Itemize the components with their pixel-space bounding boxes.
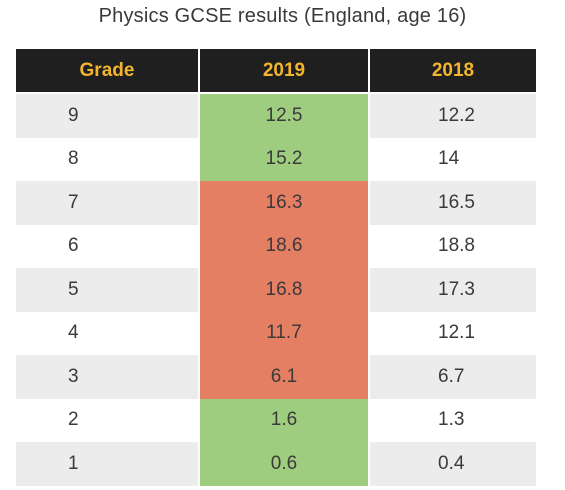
grade-cell: 3 <box>16 355 198 399</box>
value-2018-cell: 18.8 <box>370 224 536 268</box>
table-row: 6 18.6 18.8 <box>16 224 536 268</box>
value-2018-cell: 0.4 <box>370 442 536 486</box>
value-2019-cell: 15.2 <box>198 137 370 181</box>
value-2019-cell: 11.7 <box>198 311 370 355</box>
table-row: 5 16.8 17.3 <box>16 268 536 312</box>
header-row: Grade 2019 2018 <box>16 49 536 94</box>
table-row: 9 12.5 12.2 <box>16 94 536 138</box>
grade-cell: 1 <box>16 442 198 486</box>
value-2018-cell: 16.5 <box>370 181 536 225</box>
value-2019-cell: 6.1 <box>198 355 370 399</box>
value-2019-cell: 1.6 <box>198 398 370 442</box>
value-2019-cell: 18.6 <box>198 224 370 268</box>
value-2018-cell: 6.7 <box>370 355 536 399</box>
results-table: Grade 2019 2018 9 12.5 12.2 8 15.2 14 7 16.3 16.… <box>16 49 536 486</box>
table-row: 4 11.7 12.1 <box>16 311 536 355</box>
value-2018-cell: 14 <box>370 137 536 181</box>
table-row: 2 1.6 1.3 <box>16 398 536 442</box>
grade-cell: 4 <box>16 311 198 355</box>
value-2018-cell: 1.3 <box>370 398 536 442</box>
value-2019-cell: 16.3 <box>198 181 370 225</box>
value-2019-cell: 0.6 <box>198 442 370 486</box>
grade-cell: 2 <box>16 398 198 442</box>
table-row: 3 6.1 6.7 <box>16 355 536 399</box>
chart-title: Physics GCSE results (England, age 16) <box>98 5 467 27</box>
table-row: 7 16.3 16.5 <box>16 181 536 225</box>
grade-cell: 7 <box>16 181 198 225</box>
grade-cell: 8 <box>16 137 198 181</box>
value-2019-cell: 12.5 <box>198 94 370 138</box>
grade-cell: 6 <box>16 224 198 268</box>
table-row: 8 15.2 14 <box>16 137 536 181</box>
header-2019: 2019 <box>198 49 370 94</box>
value-2018-cell: 12.2 <box>370 94 536 138</box>
table-row: 1 0.6 0.4 <box>16 442 536 486</box>
value-2018-cell: 12.1 <box>370 311 536 355</box>
value-2018-cell: 17.3 <box>370 268 536 312</box>
value-2019-cell: 16.8 <box>198 268 370 312</box>
header-2018: 2018 <box>370 49 536 94</box>
grade-cell: 5 <box>16 268 198 312</box>
header-grade: Grade <box>16 49 198 94</box>
grade-cell: 9 <box>16 94 198 138</box>
